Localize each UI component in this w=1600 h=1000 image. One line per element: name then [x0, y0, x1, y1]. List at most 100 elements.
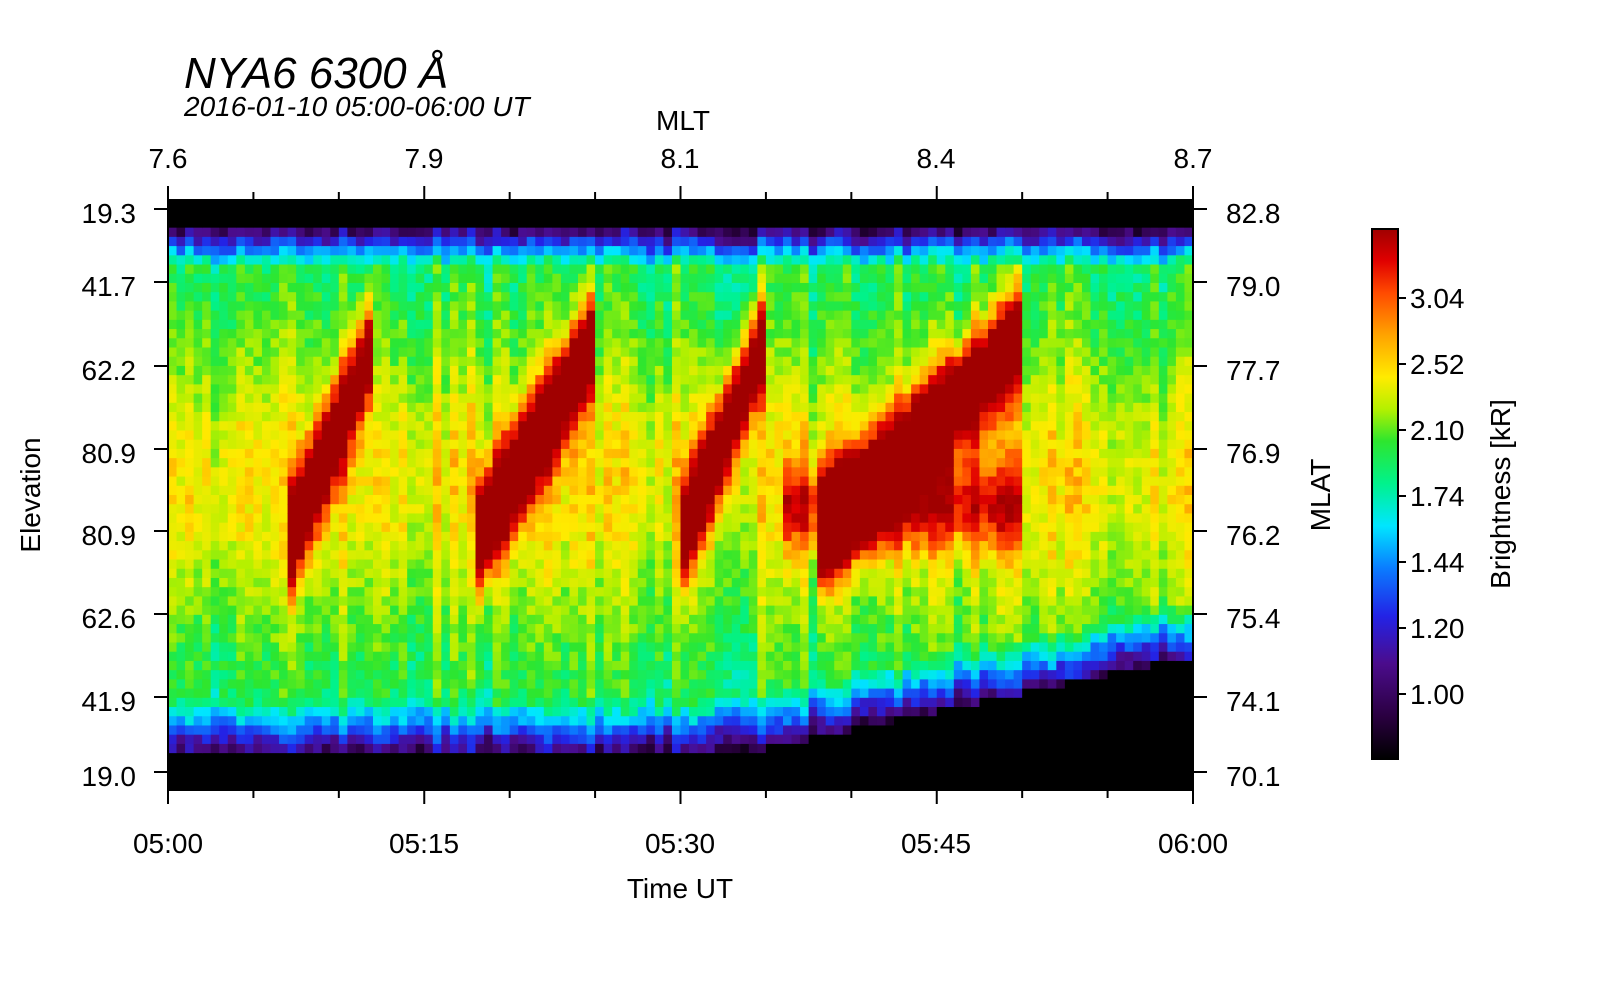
heatmap-cell [800, 301, 810, 312]
heatmap-cell [748, 246, 758, 256]
heatmap-cell [680, 679, 690, 690]
heatmap-cell [176, 697, 186, 708]
heatmap-cell [518, 624, 528, 634]
heatmap-cell [535, 596, 545, 607]
heatmap-cell [279, 365, 289, 376]
heatmap-cell [671, 310, 682, 321]
heatmap-cell [586, 310, 596, 321]
heatmap-cell [680, 743, 690, 754]
heatmap-cell [236, 577, 246, 588]
heatmap-cell [757, 200, 767, 210]
heatmap-cell [364, 384, 374, 395]
heatmap-cell [432, 531, 442, 542]
heatmap-cell [347, 430, 357, 441]
heatmap-cell [629, 430, 639, 441]
heatmap-cell [279, 550, 289, 561]
heatmap-cell [313, 393, 323, 404]
heatmap-cell [313, 660, 323, 671]
heatmap-cell [236, 587, 246, 598]
heatmap-cell [808, 218, 818, 229]
heatmap-cell [193, 209, 203, 220]
heatmap-cell [569, 218, 579, 229]
heatmap-cell [646, 504, 656, 515]
heatmap-cell [535, 495, 545, 505]
heatmap-cell [364, 504, 374, 515]
heatmap-cell [560, 660, 571, 671]
heatmap-cell [654, 743, 665, 754]
heatmap-cell [321, 365, 331, 376]
heatmap-cell [620, 725, 630, 736]
heatmap-cell [706, 393, 716, 404]
heatmap-cell [774, 550, 784, 561]
heatmap-cell [569, 292, 579, 303]
heatmap-cell [526, 412, 536, 422]
heatmap-cell [381, 633, 391, 644]
heatmap-cell [296, 200, 306, 210]
heatmap-cell [714, 513, 724, 524]
heatmap-cell [526, 218, 536, 229]
heatmap-cell [279, 264, 289, 275]
heatmap-cell [458, 292, 468, 303]
heatmap-cell [501, 679, 511, 690]
heatmap-cell [783, 780, 793, 791]
heatmap-cell [355, 541, 366, 551]
heatmap-cell [637, 596, 647, 607]
heatmap-cell [671, 771, 682, 782]
heatmap-cell [646, 439, 656, 450]
heatmap-cell [449, 707, 460, 717]
heatmap-cell [637, 531, 647, 542]
heatmap-cell [424, 707, 434, 717]
heatmap-cell [612, 393, 622, 404]
heatmap-cell [501, 393, 511, 404]
heatmap-cell [338, 504, 348, 515]
heatmap-cell [791, 513, 801, 524]
heatmap-cell [330, 596, 340, 607]
heatmap-cell [449, 292, 460, 303]
heatmap-cell [441, 236, 451, 247]
heatmap-cell [808, 384, 818, 395]
heatmap-cell [253, 716, 263, 727]
heatmap-cell [347, 412, 357, 422]
heatmap-cell [415, 209, 425, 220]
heatmap-cell [176, 522, 186, 533]
heatmap-cell [595, 467, 605, 478]
heatmap-cell [381, 264, 391, 275]
heatmap-cell [432, 476, 442, 487]
heatmap-cell [748, 227, 758, 238]
heatmap-cell [432, 679, 442, 690]
heatmap-cell [578, 347, 588, 358]
heatmap-cell [398, 670, 408, 680]
heatmap-cell [253, 393, 263, 404]
heatmap-cell [492, 743, 502, 754]
heatmap-cell [313, 329, 323, 339]
heatmap-cell [321, 633, 331, 644]
heatmap-cell [783, 338, 793, 349]
heatmap-cell [680, 485, 690, 496]
heatmap-cell [654, 734, 665, 745]
heatmap-cell [373, 246, 383, 256]
heatmap-cell [484, 421, 494, 432]
heatmap-cell [261, 200, 272, 210]
heatmap-cell [373, 771, 383, 782]
heatmap-cell [518, 504, 528, 515]
heatmap-cell [475, 762, 485, 773]
heatmap-cell [424, 402, 434, 413]
heatmap-cell [586, 458, 596, 468]
heatmap-cell [748, 624, 758, 634]
heatmap-cell [791, 725, 801, 736]
heatmap-cell [355, 485, 366, 496]
heatmap-cell [731, 246, 741, 256]
heatmap-cell [543, 688, 553, 699]
heatmap-cell [475, 393, 485, 404]
heatmap-cell [535, 716, 545, 727]
heatmap-cell [654, 439, 665, 450]
heatmap-cell [774, 504, 784, 515]
heatmap-cell [227, 568, 237, 579]
heatmap-cell [202, 531, 212, 542]
heatmap-cell [347, 236, 357, 247]
heatmap-cell [808, 679, 818, 690]
heatmap-cell [381, 651, 391, 662]
heatmap-cell [253, 448, 263, 459]
heatmap-cell [791, 697, 801, 708]
heatmap-cell [466, 495, 477, 505]
